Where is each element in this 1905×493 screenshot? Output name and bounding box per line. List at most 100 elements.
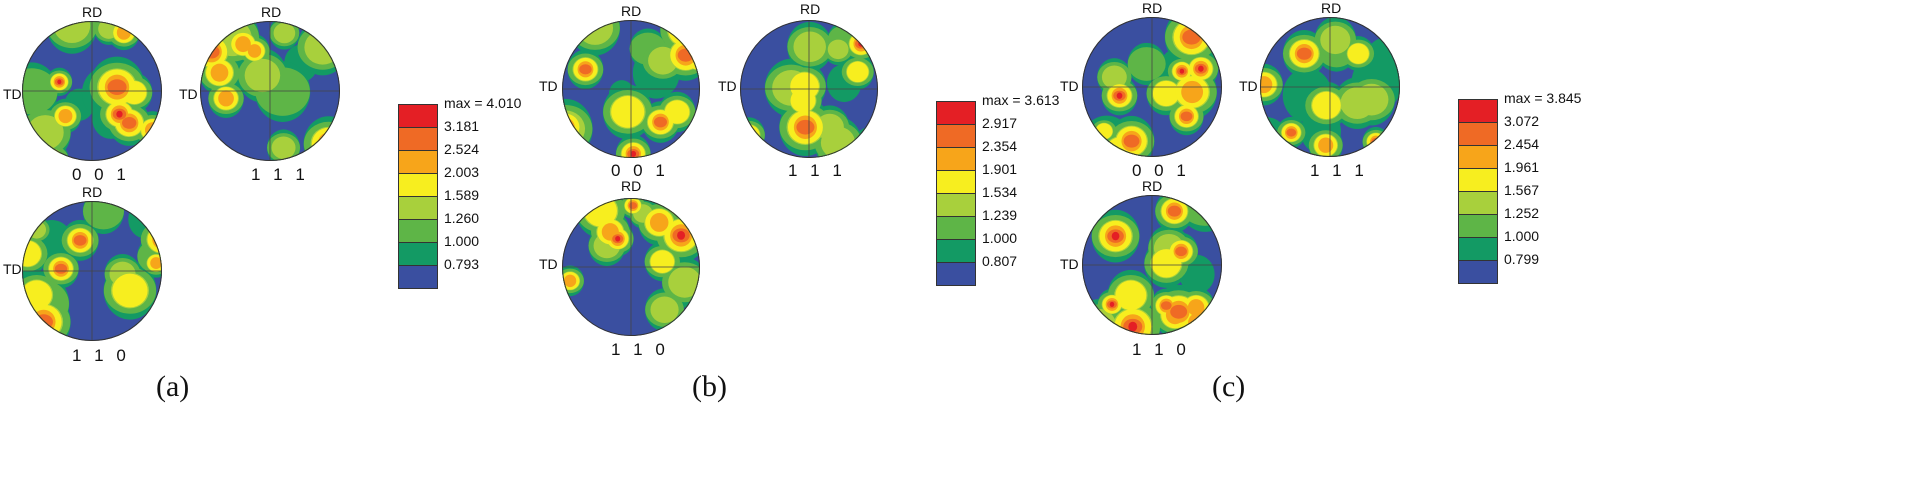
contour-blob	[315, 21, 340, 44]
contour-blob	[682, 302, 700, 336]
legend-swatch	[1458, 214, 1498, 238]
contour-blob	[1175, 246, 1187, 257]
pole-figure-plot	[1260, 17, 1400, 157]
rd-label: RD	[1321, 0, 1342, 16]
legend-value: 3.181	[444, 118, 480, 134]
contour-blob	[34, 314, 53, 330]
pole-figure-plot	[22, 201, 162, 341]
legend-swatch	[936, 239, 976, 263]
legend-value: 1.567	[1504, 182, 1540, 198]
rd-label: RD	[800, 1, 821, 17]
legend-value: 1.000	[982, 230, 1018, 246]
rd-label: RD	[1142, 0, 1163, 16]
contour-blob	[820, 126, 856, 158]
contour-blob	[1151, 249, 1182, 278]
contour-blob	[136, 325, 162, 341]
contour-blob	[58, 108, 73, 124]
pole-figure-outline	[1082, 17, 1222, 157]
legend-value: max = 4.010	[444, 95, 522, 111]
contour-blob	[562, 123, 569, 131]
contour-blob	[137, 326, 161, 341]
contour-blob	[687, 310, 700, 331]
contour-blob	[47, 157, 54, 161]
legend-swatch	[1458, 191, 1498, 215]
legend-swatch	[398, 104, 438, 128]
contour-blob	[325, 27, 332, 35]
legend-value: 0.793	[444, 256, 480, 272]
pole-figure-111	[1260, 17, 1400, 157]
contour-blob	[1123, 134, 1140, 148]
legend-value: max = 3.845	[1504, 90, 1582, 106]
contour-blob	[116, 110, 123, 118]
legend-swatch	[936, 147, 976, 171]
contour-blob	[856, 142, 876, 158]
legend-value: 1.239	[982, 207, 1018, 223]
contour-blob	[200, 152, 214, 161]
legend-swatch	[1458, 145, 1498, 169]
contour-blob	[203, 45, 220, 59]
contour-blob	[73, 235, 87, 246]
contour-blob	[855, 142, 877, 158]
panel-a: RD TD 0 0 1 RD TD 1 1 1 RD TD 1 1 0 max …	[0, 0, 620, 493]
rd-label: RD	[621, 178, 642, 194]
contour-blob	[1181, 80, 1204, 104]
legend-swatch	[398, 173, 438, 197]
caption-b: (b)	[692, 370, 727, 403]
legend-swatch	[398, 265, 438, 289]
contour-blob	[676, 23, 694, 38]
contour-blob	[107, 79, 127, 95]
td-label: TD	[3, 86, 22, 102]
plane-label: 1 1 1	[1310, 161, 1368, 180]
contour-blob	[244, 58, 281, 93]
contour-blob	[218, 90, 234, 107]
pole-figure-outline	[740, 20, 878, 158]
pole-figure-plot	[562, 20, 700, 158]
contour-blob	[650, 296, 679, 323]
td-label: TD	[1239, 78, 1258, 94]
rd-label: RD	[82, 184, 103, 200]
contour-blob	[27, 220, 47, 239]
contour-blob	[796, 119, 815, 135]
legend-value: 1.252	[1504, 205, 1540, 221]
contour-blob	[158, 235, 162, 244]
contour-blob	[827, 39, 849, 60]
contour-blob	[311, 127, 340, 160]
contour-blob	[653, 116, 668, 128]
contour-blob	[691, 313, 700, 328]
contour-blob	[141, 329, 157, 341]
pole-figure-111	[740, 20, 878, 158]
contour-blob	[677, 231, 686, 240]
contour-blob	[677, 48, 694, 62]
legend-value: 2.003	[444, 164, 480, 180]
td-label: TD	[3, 261, 22, 277]
contour-blob	[743, 130, 755, 140]
pole-figure-001	[1082, 17, 1222, 157]
contour-blob	[1109, 301, 1115, 307]
contour-blob	[247, 44, 262, 58]
contour-blob	[677, 198, 685, 206]
legend-swatch	[398, 127, 438, 151]
contour-blob	[1260, 76, 1273, 94]
contour-blob	[615, 235, 621, 242]
contour-blob	[667, 20, 700, 47]
contour-blob	[304, 30, 340, 65]
contour-blob	[32, 144, 69, 161]
legend-swatch	[936, 101, 976, 125]
legend-swatch	[398, 219, 438, 243]
contour-blob	[665, 198, 697, 217]
pole-figure-outline	[562, 20, 700, 158]
contour-blob	[200, 140, 224, 161]
contour-blob	[1318, 137, 1334, 153]
contour-blob	[131, 322, 162, 341]
legend-swatch	[936, 193, 976, 217]
legend-value: 1.589	[444, 187, 480, 203]
rd-label: RD	[1142, 178, 1163, 194]
contour-blob	[1111, 231, 1120, 241]
contour-blob	[630, 150, 637, 157]
contour-blob	[846, 61, 869, 83]
contour-blob	[673, 198, 689, 208]
contour-blob	[671, 198, 691, 212]
contour-blob	[44, 155, 58, 161]
legend-swatch	[398, 242, 438, 266]
legend-swatch	[936, 262, 976, 286]
